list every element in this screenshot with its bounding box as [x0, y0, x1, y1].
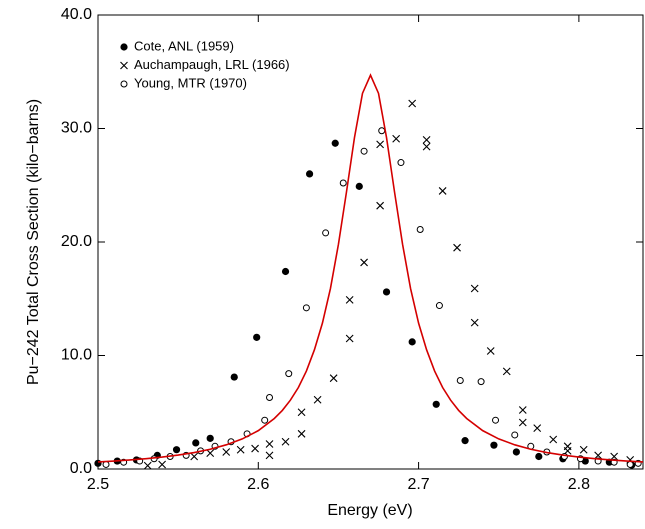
- point: [261, 416, 269, 424]
- point: [486, 347, 495, 355]
- point: [594, 451, 603, 460]
- point: [253, 333, 261, 341]
- point: [329, 374, 338, 383]
- point: [281, 437, 290, 446]
- x-tick-label: 2.7: [407, 476, 429, 493]
- point: [345, 334, 354, 343]
- legend-label: Cote, ANL (1959): [134, 38, 234, 53]
- point: [438, 187, 447, 195]
- point: [456, 376, 464, 384]
- point: [470, 284, 479, 293]
- y-axis-label: Pu−242 Total Cross Section (kilo−barns): [25, 99, 42, 385]
- point: [626, 460, 634, 468]
- point: [422, 142, 431, 151]
- point: [461, 437, 469, 445]
- x-tick-label: 2.6: [247, 476, 269, 493]
- y-tick-label: 0.0: [70, 460, 92, 477]
- point: [222, 448, 231, 456]
- point: [265, 440, 274, 448]
- point: [297, 408, 306, 417]
- point: [502, 367, 511, 376]
- point: [143, 461, 152, 470]
- point: [408, 99, 417, 108]
- point: [453, 243, 461, 252]
- point: [302, 304, 310, 312]
- point: [251, 444, 259, 453]
- x-axis-label: Energy (eV): [327, 502, 412, 519]
- point: [355, 182, 363, 190]
- point: [360, 147, 368, 155]
- point: [206, 449, 215, 457]
- point: [265, 451, 274, 460]
- point: [432, 400, 440, 408]
- point: [190, 452, 199, 461]
- point: [230, 373, 238, 381]
- point: [435, 302, 443, 310]
- x-tick-label: 2.8: [568, 476, 590, 493]
- point: [408, 338, 416, 346]
- point: [492, 416, 500, 424]
- point: [579, 445, 588, 454]
- point: [236, 445, 245, 454]
- legend-marker: [120, 61, 128, 70]
- point: [422, 135, 431, 144]
- point: [305, 170, 314, 178]
- point: [360, 258, 368, 267]
- point: [397, 159, 405, 167]
- point: [206, 434, 214, 442]
- point: [470, 318, 479, 327]
- point: [416, 226, 424, 234]
- x-tick-label: 2.5: [87, 476, 109, 493]
- legend-marker: [120, 80, 128, 88]
- point: [512, 448, 520, 456]
- point: [490, 441, 498, 449]
- point: [376, 201, 385, 210]
- y-tick-label: 40.0: [61, 6, 92, 23]
- point: [266, 393, 274, 401]
- y-tick-label: 10.0: [61, 347, 92, 364]
- point: [610, 452, 619, 461]
- y-tick-label: 30.0: [61, 120, 92, 137]
- legend-marker: [120, 43, 128, 51]
- point: [477, 378, 485, 386]
- point: [313, 395, 322, 404]
- point: [172, 446, 181, 454]
- point: [549, 435, 558, 444]
- point: [382, 288, 391, 296]
- point: [535, 452, 543, 461]
- legend-label: Auchampaugh, LRL (1966): [134, 57, 290, 72]
- fit-curve: [97, 73, 644, 463]
- point: [533, 424, 542, 433]
- point: [518, 418, 527, 427]
- point: [158, 460, 167, 469]
- point: [331, 139, 339, 147]
- point: [392, 134, 401, 143]
- point: [94, 459, 102, 467]
- point: [339, 179, 347, 187]
- point: [281, 267, 290, 276]
- y-tick-label: 20.0: [61, 233, 92, 250]
- point: [518, 406, 527, 414]
- point: [285, 370, 293, 378]
- point: [192, 439, 200, 447]
- point: [322, 229, 330, 237]
- point: [511, 431, 519, 439]
- point: [345, 295, 354, 304]
- point: [297, 429, 306, 438]
- point: [378, 127, 386, 135]
- legend-label: Young, MTR (1970): [134, 75, 247, 90]
- point: [376, 140, 385, 149]
